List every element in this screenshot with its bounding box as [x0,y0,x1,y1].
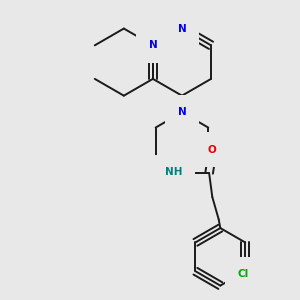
Text: Cl: Cl [238,269,249,279]
Text: N: N [148,40,157,50]
Text: N: N [178,107,186,117]
Text: NH: NH [165,167,183,178]
Text: O: O [208,145,217,155]
Text: N: N [178,24,186,34]
